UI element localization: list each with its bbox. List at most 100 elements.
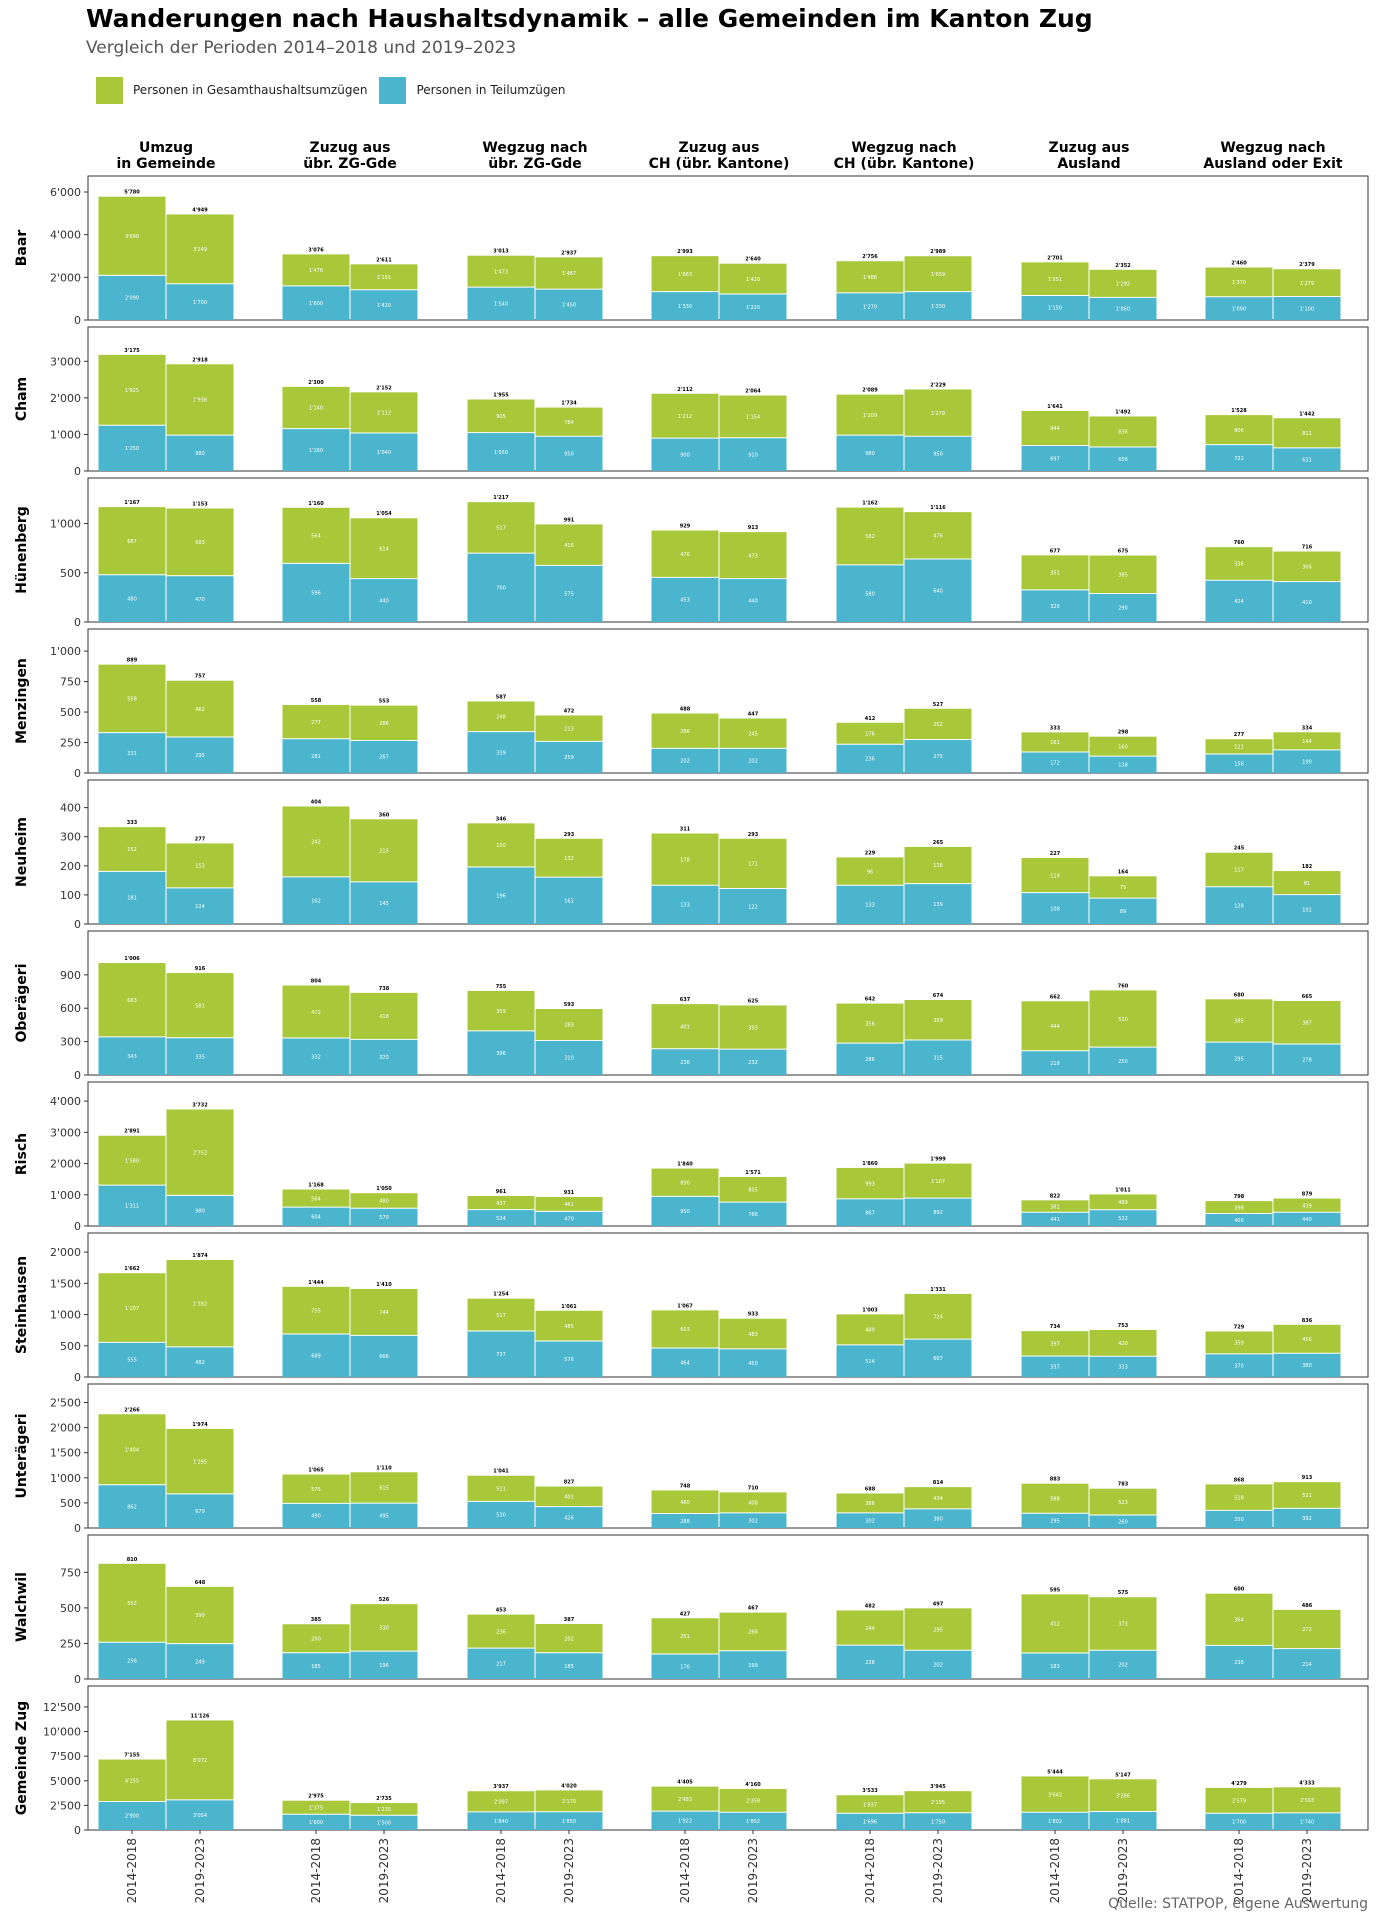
label-total-7-0-1: 1'874 bbox=[192, 1253, 208, 1259]
label-gesamt-7-2-1: 485 bbox=[564, 1324, 574, 1330]
bar-teil-3-2-0 bbox=[467, 731, 535, 773]
row-label-4: Neuheim bbox=[14, 817, 30, 887]
bar-teil-3-6-0 bbox=[1205, 753, 1273, 773]
label-gesamt-7-5-1: 420 bbox=[1118, 1341, 1128, 1347]
label-gesamt-0-1-0: 1'476 bbox=[309, 268, 323, 274]
label-gesamt-10-3-0: 2'483 bbox=[678, 1797, 692, 1803]
bar-gesamt-9-1-1 bbox=[350, 1604, 418, 1652]
bar-gesamt-0-2-0 bbox=[467, 255, 535, 288]
label-total-6-0-0: 2'891 bbox=[124, 1129, 140, 1135]
bar-teil-9-1-0 bbox=[282, 1652, 350, 1679]
label-gesamt-5-4-1: 359 bbox=[933, 1018, 943, 1024]
x-tick-label-5-0: 2014-2018 bbox=[1048, 1838, 1062, 1903]
bar-gesamt-2-5-0 bbox=[1021, 555, 1089, 590]
label-teil-2-5-1: 290 bbox=[1118, 606, 1128, 612]
y-tick-label-0-3: 6'000 bbox=[50, 186, 81, 199]
bar-gesamt-5-2-1 bbox=[535, 1008, 603, 1041]
bar-gesamt-2-6-0 bbox=[1205, 547, 1273, 581]
bar-gesamt-5-5-0 bbox=[1021, 1001, 1089, 1051]
bar-teil-9-3-0 bbox=[651, 1653, 719, 1679]
bar-gesamt-10-1-1 bbox=[350, 1803, 418, 1816]
label-total-2-1-0: 1'160 bbox=[308, 501, 324, 507]
label-total-6-4-0: 1'860 bbox=[862, 1161, 878, 1167]
label-gesamt-5-5-0: 444 bbox=[1050, 1024, 1060, 1030]
label-total-7-1-1: 1'410 bbox=[376, 1282, 392, 1288]
row-label-0: Baar bbox=[14, 230, 30, 267]
label-teil-3-3-0: 202 bbox=[680, 759, 690, 765]
label-total-7-3-1: 933 bbox=[748, 1312, 759, 1318]
label-teil-3-0-1: 295 bbox=[195, 753, 205, 759]
column-header-5-line-2: CH (übr. Kantone) bbox=[834, 156, 975, 172]
bar-gesamt-9-4-1 bbox=[904, 1608, 972, 1651]
label-total-8-6-0: 868 bbox=[1234, 1477, 1245, 1483]
label-gesamt-1-6-0: 806 bbox=[1234, 428, 1244, 434]
bar-gesamt-8-3-1 bbox=[719, 1492, 787, 1513]
label-gesamt-0-0-1: 3'249 bbox=[193, 247, 207, 253]
label-total-1-1-0: 2'300 bbox=[308, 380, 324, 386]
bar-teil-5-2-1 bbox=[535, 1040, 603, 1075]
bar-gesamt-4-1-0 bbox=[282, 806, 350, 877]
label-total-3-6-0: 277 bbox=[1234, 732, 1245, 738]
label-teil-4-5-1: 89 bbox=[1120, 909, 1126, 915]
bar-gesamt-10-5-1 bbox=[1089, 1779, 1157, 1812]
label-teil-7-3-0: 464 bbox=[680, 1361, 690, 1367]
bar-teil-3-0-0 bbox=[98, 732, 166, 773]
label-teil-4-5-0: 108 bbox=[1050, 906, 1060, 912]
label-total-1-1-1: 2'152 bbox=[376, 385, 392, 391]
label-teil-4-2-0: 196 bbox=[496, 893, 506, 899]
label-total-10-6-0: 4'279 bbox=[1231, 1781, 1247, 1787]
label-gesamt-5-2-1: 283 bbox=[564, 1023, 574, 1029]
label-gesamt-2-0-0: 687 bbox=[127, 539, 137, 545]
bar-gesamt-9-0-1 bbox=[166, 1586, 234, 1644]
bar-teil-8-6-0 bbox=[1205, 1510, 1273, 1528]
bar-gesamt-8-6-1 bbox=[1273, 1482, 1341, 1509]
label-total-2-3-1: 913 bbox=[748, 525, 759, 531]
label-teil-4-2-1: 161 bbox=[564, 899, 574, 905]
label-total-1-3-0: 2'112 bbox=[677, 387, 693, 393]
bar-gesamt-3-4-0 bbox=[836, 722, 904, 745]
label-gesamt-5-6-0: 385 bbox=[1234, 1019, 1244, 1025]
bar-gesamt-3-2-1 bbox=[535, 715, 603, 742]
bar-teil-8-1-1 bbox=[350, 1503, 418, 1528]
bar-teil-2-4-0 bbox=[836, 564, 904, 622]
label-gesamt-5-2-0: 359 bbox=[496, 1009, 506, 1015]
label-teil-2-4-1: 640 bbox=[933, 588, 943, 594]
bar-gesamt-5-4-1 bbox=[904, 999, 972, 1040]
label-total-0-1-0: 3'076 bbox=[308, 247, 324, 253]
legend: Personen in Gesamthaushaltsumzügen Perso… bbox=[96, 76, 577, 104]
bar-gesamt-4-0-1 bbox=[166, 843, 234, 888]
bar-gesamt-2-2-1 bbox=[535, 524, 603, 566]
label-teil-1-0-0: 1'250 bbox=[125, 446, 139, 452]
label-teil-0-2-0: 1'540 bbox=[494, 302, 508, 308]
label-teil-10-3-0: 1'922 bbox=[678, 1819, 692, 1825]
bar-teil-2-4-1 bbox=[904, 558, 972, 622]
bar-teil-3-5-0 bbox=[1021, 752, 1089, 773]
bar-gesamt-2-2-0 bbox=[467, 502, 535, 554]
bar-teil-2-6-0 bbox=[1205, 580, 1273, 622]
label-teil-6-1-0: 604 bbox=[311, 1215, 321, 1221]
bar-gesamt-3-5-0 bbox=[1021, 732, 1089, 753]
x-tick-label-5-1: 2019-2023 bbox=[1116, 1838, 1130, 1903]
y-tick-label-1-2: 2'000 bbox=[50, 392, 81, 405]
label-gesamt-3-1-1: 286 bbox=[379, 721, 389, 727]
label-total-9-4-1: 497 bbox=[933, 1601, 944, 1607]
bar-teil-7-5-0 bbox=[1021, 1355, 1089, 1377]
bar-gesamt-9-2-1 bbox=[535, 1623, 603, 1653]
bar-teil-7-3-0 bbox=[651, 1348, 719, 1377]
label-total-5-0-0: 1'006 bbox=[124, 956, 140, 962]
label-total-8-1-1: 1'110 bbox=[376, 1465, 392, 1471]
label-total-0-4-1: 2'989 bbox=[930, 249, 946, 255]
bar-teil-9-6-1 bbox=[1273, 1648, 1341, 1679]
label-total-3-2-1: 472 bbox=[564, 708, 575, 714]
column-header-5-line-1: Wegzug nach bbox=[851, 140, 956, 156]
label-total-6-5-1: 1'011 bbox=[1115, 1187, 1131, 1193]
bar-gesamt-1-5-0 bbox=[1021, 410, 1089, 446]
label-gesamt-9-4-1: 295 bbox=[933, 1627, 943, 1633]
label-total-7-6-0: 729 bbox=[1234, 1324, 1245, 1330]
label-teil-8-0-0: 862 bbox=[127, 1504, 137, 1510]
label-gesamt-10-2-1: 2'170 bbox=[562, 1799, 576, 1805]
label-total-9-2-0: 453 bbox=[496, 1608, 507, 1614]
chart-title: Wanderungen nach Haushaltsdynamik – alle… bbox=[86, 4, 1093, 33]
label-total-8-2-1: 827 bbox=[564, 1479, 575, 1485]
bar-gesamt-7-2-0 bbox=[467, 1298, 535, 1331]
